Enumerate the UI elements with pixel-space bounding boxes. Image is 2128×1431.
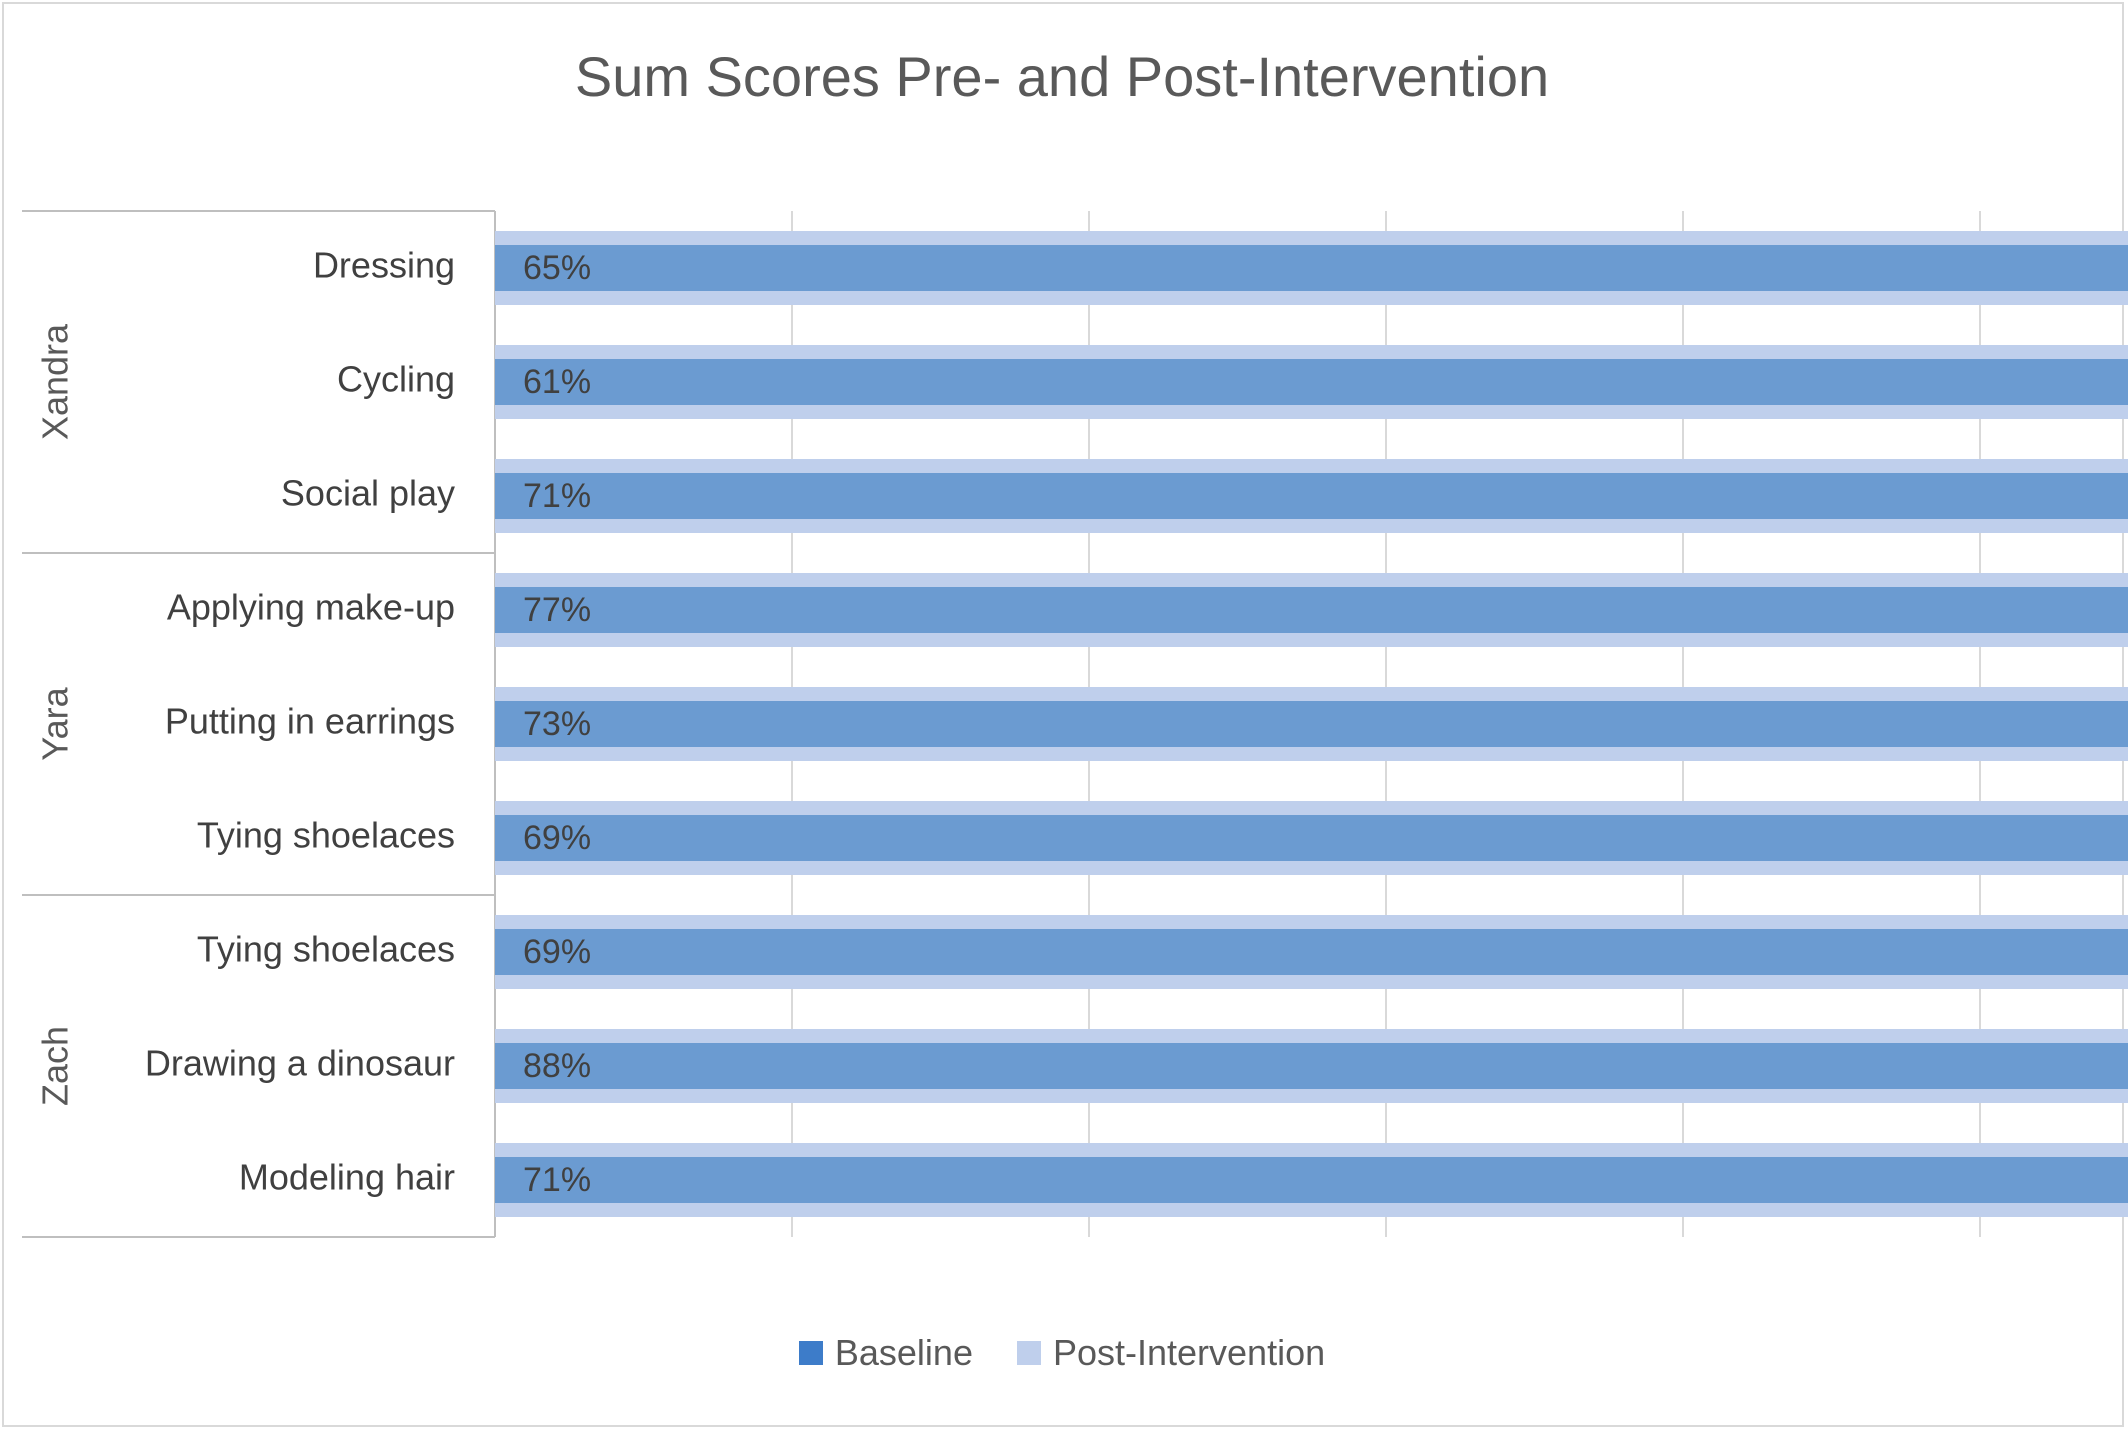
- data-label-baseline: 69%: [523, 933, 591, 971]
- bar-baseline: [495, 359, 2128, 405]
- bar-baseline: [495, 1157, 2128, 1203]
- category-label: Tying shoelaces: [197, 815, 455, 856]
- category-label: Social play: [281, 473, 455, 514]
- category-label: Putting in earrings: [165, 701, 455, 742]
- data-label-baseline: 69%: [523, 819, 591, 857]
- legend-item-post-intervention[interactable]: Post-Intervention: [1016, 1332, 1326, 1374]
- data-label-baseline: 77%: [523, 591, 591, 629]
- legend-swatch-baseline: [798, 1341, 823, 1365]
- bar-baseline: [495, 701, 2128, 747]
- bar-baseline: [495, 815, 2128, 861]
- chart-title: Sum Scores Pre- and Post-Intervention: [574, 45, 1550, 108]
- category-label: Modeling hair: [239, 1157, 455, 1198]
- data-label-baseline: 71%: [523, 1161, 591, 1199]
- category-label: Dressing: [313, 245, 455, 286]
- data-label-baseline: 65%: [523, 249, 591, 287]
- bar-baseline: [495, 929, 2128, 975]
- legend: Baseline Post-Intervention: [0, 1332, 2124, 1374]
- data-label-baseline: 71%: [523, 477, 591, 515]
- data-label-baseline: 88%: [523, 1047, 591, 1085]
- category-label: Cycling: [337, 359, 455, 400]
- data-label-baseline: 73%: [523, 705, 591, 743]
- bar-baseline: [495, 245, 2128, 291]
- group-label: Xandra: [35, 323, 76, 440]
- group-label: Zach: [35, 1026, 76, 1106]
- bar-baseline: [495, 473, 2128, 519]
- category-label: Tying shoelaces: [197, 929, 455, 970]
- legend-swatch-post-intervention: [1016, 1341, 1041, 1365]
- category-label: Applying make-up: [167, 587, 455, 628]
- legend-item-baseline[interactable]: Baseline: [798, 1332, 973, 1374]
- bar-baseline: [495, 587, 2128, 633]
- bar-baseline: [495, 1043, 2128, 1089]
- legend-label-baseline: Baseline: [834, 1332, 973, 1373]
- legend-label-post-intervention: Post-Intervention: [1052, 1332, 1326, 1373]
- group-label: Yara: [35, 686, 76, 760]
- category-label: Drawing a dinosaur: [145, 1043, 455, 1084]
- data-label-baseline: 61%: [523, 363, 591, 401]
